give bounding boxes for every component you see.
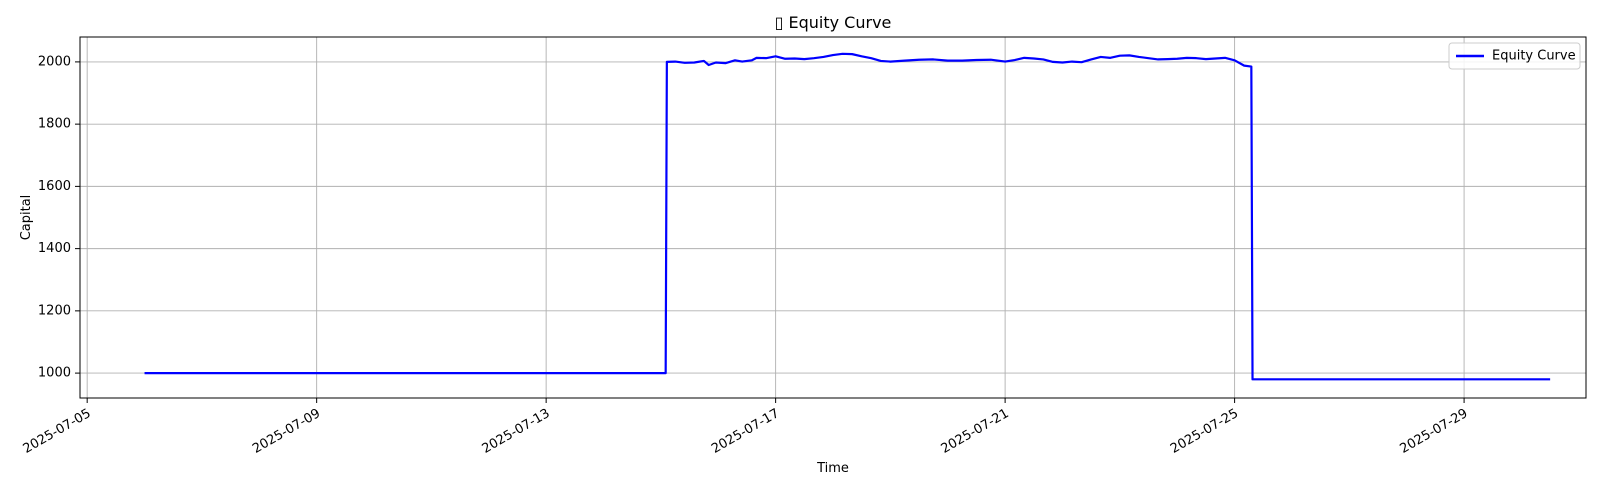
y-tick-label: 1200 <box>38 303 71 318</box>
plot-frame <box>79 36 1587 399</box>
y-tick-label: 1800 <box>38 117 71 132</box>
series-layer <box>144 52 1551 381</box>
y-axis-ticks: 1000 1200 1400 1600 1800 2000 <box>38 54 80 381</box>
y-tick-label: 2000 <box>38 54 71 69</box>
chart-title: ▯ Equity Curve <box>775 13 892 32</box>
y-tick-label: 1000 <box>38 366 71 381</box>
legend-box <box>1448 42 1581 70</box>
y-tick-label: 1400 <box>38 241 71 256</box>
y-axis-title: Capital <box>19 195 34 241</box>
x-axis-title: Time <box>816 461 849 476</box>
series-line-equity-curve <box>144 52 1551 381</box>
legend-label: Equity Curve <box>1492 49 1576 64</box>
legend: Equity Curve <box>1448 42 1581 70</box>
grid <box>80 37 1586 398</box>
y-tick-label: 1600 <box>38 179 71 194</box>
